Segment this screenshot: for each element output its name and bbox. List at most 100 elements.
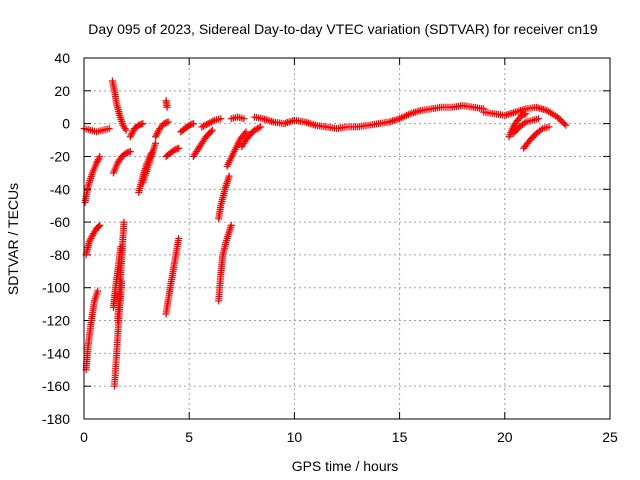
data-point	[254, 125, 262, 133]
series-arc-late-2	[509, 115, 542, 137]
data-point	[175, 235, 183, 242]
data-point	[93, 159, 101, 167]
x-tick-label: 25	[602, 429, 618, 445]
data-point	[88, 233, 96, 241]
data-point	[562, 121, 570, 129]
data-point	[85, 238, 93, 246]
series-arc-mid-10	[223, 128, 250, 170]
data-point	[126, 133, 134, 141]
data-point	[154, 128, 162, 136]
series-arc-mid-7	[177, 120, 197, 136]
data-point	[153, 129, 161, 137]
y-tick-label: -80	[50, 247, 70, 263]
data-point	[96, 152, 104, 160]
data-point	[240, 115, 248, 123]
y-tick-label: -160	[42, 378, 70, 394]
series-arc-late-3	[520, 123, 553, 152]
series-arc-main-1	[227, 113, 248, 123]
y-tick-label: -40	[50, 181, 70, 197]
data-point	[537, 126, 545, 134]
series-arc-main-4	[375, 102, 488, 128]
y-tick-label: -20	[50, 148, 70, 164]
data-point	[94, 287, 102, 295]
data-point	[122, 126, 130, 134]
x-tick-label: 0	[80, 429, 88, 445]
data-point	[522, 110, 530, 118]
data-point	[209, 117, 217, 125]
data-point	[225, 172, 233, 180]
data-point	[204, 120, 212, 128]
data-point	[127, 131, 135, 139]
series-arc-mid-9	[198, 115, 225, 131]
data-point	[128, 129, 136, 137]
data-point	[534, 115, 542, 123]
series-arc-steep-a	[81, 152, 104, 206]
y-tick-label: -60	[50, 214, 70, 230]
data-point	[96, 221, 104, 229]
data-point	[560, 120, 568, 128]
y-tick-label: -100	[42, 280, 70, 296]
data-point	[120, 218, 128, 226]
data-points	[80, 77, 570, 390]
data-point	[94, 156, 102, 164]
y-tick-label: -120	[42, 313, 70, 329]
data-point	[520, 119, 528, 127]
series-arc-late-1	[505, 110, 530, 141]
x-tick-label: 10	[287, 429, 303, 445]
series-arc-deep-d	[114, 218, 128, 325]
data-point	[242, 128, 250, 136]
data-point	[255, 124, 263, 132]
series-arc-mid-11	[238, 123, 265, 151]
data-point	[175, 144, 183, 152]
data-point	[250, 126, 258, 134]
x-axis-label: GPS time / hours	[292, 458, 399, 474]
series-arc-deep-f	[215, 221, 235, 305]
y-tick-label: 0	[62, 116, 70, 132]
data-point	[217, 115, 225, 123]
data-point	[93, 157, 101, 165]
data-point	[87, 235, 95, 242]
data-point	[198, 123, 206, 131]
series-arc-mid-5	[152, 118, 172, 141]
x-tick-label: 20	[497, 429, 513, 445]
data-point	[241, 129, 249, 137]
series-arc-mid-6	[162, 144, 183, 160]
data-point	[201, 121, 209, 129]
plot-border	[83, 57, 611, 420]
data-point	[164, 118, 172, 126]
y-tick-label: -140	[42, 345, 70, 361]
series-arc-deep-a	[82, 287, 102, 374]
data-point	[86, 236, 94, 244]
data-point	[252, 125, 260, 133]
series-arc-spike-1	[108, 77, 130, 134]
data-point	[152, 133, 160, 141]
data-point	[203, 120, 211, 128]
y-tick-label: 40	[54, 50, 70, 66]
series-arc-mid-8	[189, 126, 216, 160]
series-arc-deep-g	[215, 172, 233, 223]
data-point	[207, 128, 215, 136]
data-point	[126, 148, 134, 156]
chart-title: Day 095 of 2023, Sidereal Day-to-day VTE…	[88, 21, 598, 37]
data-point	[163, 103, 171, 111]
data-point	[257, 123, 265, 131]
data-point	[208, 126, 216, 134]
x-tick-label: 5	[185, 429, 193, 445]
series-arc-main-3	[322, 120, 383, 133]
data-point	[129, 128, 137, 136]
series-arc-deep-e	[162, 235, 183, 318]
data-point	[189, 120, 197, 128]
data-point	[139, 120, 147, 128]
series-arc-mid-3	[139, 139, 160, 187]
data-point	[121, 125, 129, 133]
data-point	[105, 125, 113, 133]
series-arc-mid-4	[126, 120, 147, 141]
y-tick-label: -180	[42, 411, 70, 427]
series-arc-short-1	[162, 97, 171, 111]
data-point	[199, 122, 207, 130]
y-tick-label: 20	[54, 83, 70, 99]
data-point	[152, 139, 160, 147]
data-point	[95, 154, 103, 162]
